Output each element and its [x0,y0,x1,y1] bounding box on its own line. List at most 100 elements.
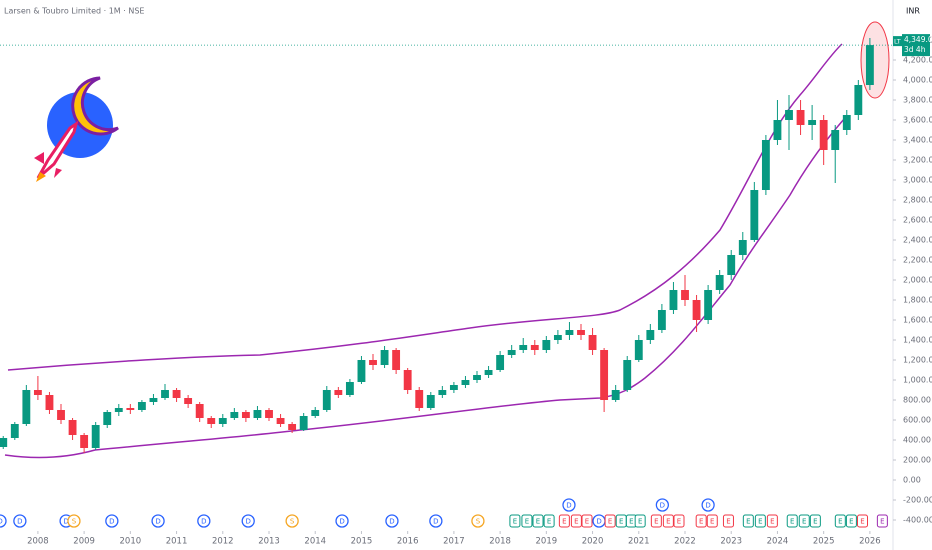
candle-body [126,408,135,410]
candle-body [114,408,123,412]
candle-body [265,410,273,418]
y-tick-label: 2,800.00 [903,196,932,205]
candle-body [103,412,112,425]
earnings-marker [650,514,662,528]
candle-body [461,380,470,385]
candle-body [57,410,65,420]
earnings-marker [798,514,810,528]
event-marker [285,514,299,528]
x-tick-label: 2014 [304,537,326,547]
event-label: E [666,518,670,526]
candle-body [230,412,239,418]
x-tick-label: 2011 [166,537,188,547]
candle-body [380,350,389,365]
earnings-marker [532,514,544,528]
event-marker [151,514,165,528]
y-tick-label: 1,400.00 [903,336,932,345]
y-tick-label: 2,200.00 [903,256,932,265]
y-tick-label: 3,600.00 [903,116,932,125]
earnings-marker [809,514,821,528]
event-label: E [619,518,623,526]
y-tick-label: 1,800.00 [903,296,932,305]
candle-body [600,350,609,400]
event-label: E [547,518,551,526]
candle-body [692,300,701,320]
candle-body [808,120,817,125]
event-marker [105,514,119,528]
candle-body [796,110,805,125]
candle-body [288,424,297,430]
event-label: E [585,518,589,526]
candle-body [276,418,285,424]
y-tick-label: 3,800.00 [903,96,932,105]
y-tick-label: 3,000.00 [903,176,932,185]
y-tick-label: 0.00 [903,476,921,485]
x-tick-label: 2009 [73,537,95,547]
event-label: S [476,518,481,526]
event-label: E [638,518,642,526]
x-tick-label: 2010 [120,537,142,547]
y-tick-label: 1,000.00 [903,376,932,385]
candle-body [738,240,747,255]
event-label: E [813,518,817,526]
event-label: D [109,518,114,526]
candle-body [241,412,250,418]
candle-body [357,360,366,382]
event-label: E [574,518,578,526]
candle-body [623,360,632,390]
earnings-marker [604,514,616,528]
y-tick-label: 4,000.00 [903,76,932,85]
candle-body [449,385,458,390]
candle-body [149,398,158,402]
countdown-label: 3d 4h [904,45,926,54]
candle-body [91,425,100,448]
event-marker [385,514,399,528]
event-label: D [155,518,160,526]
candle-body [704,290,713,320]
x-tick-label: 2008 [27,537,49,547]
earnings-marker [509,514,521,528]
event-marker [335,514,349,528]
candle-body [392,350,401,370]
event-label: E [608,518,612,526]
y-tick-label: -400.00 [903,516,932,525]
earnings-marker [581,514,593,528]
candle-body [519,345,528,350]
x-tick-label: 2021 [628,537,650,547]
event-label: E [513,518,517,526]
event-label: D [660,502,665,510]
event-label: E [525,518,529,526]
event-label: D [201,518,206,526]
candle-body [172,390,181,398]
y-tick-label: 3,200.00 [903,156,932,165]
event-label: D [0,518,3,526]
candle-body [669,290,678,310]
event-marker [701,498,715,512]
event-marker [67,514,81,528]
event-label: E [849,518,853,526]
event-label: E [726,518,730,526]
event-label: D [705,502,710,510]
candle-body [865,45,874,85]
y-tick-label: 600.00 [903,416,931,425]
x-tick-label: 2025 [813,537,835,547]
earnings-marker [754,514,766,528]
event-label: D [339,518,344,526]
y-tick-label: 4,200.00 [903,56,932,65]
event-label: D [596,518,601,526]
candle-body [773,120,782,140]
candle-body [530,345,539,350]
candle-body [299,416,308,430]
y-tick-label: 400.00 [903,436,931,445]
y-tick-label: 1,600.00 [903,316,932,325]
earnings-marker [845,514,857,528]
y-tick-label: 800.00 [903,396,931,405]
candle-body [507,350,516,355]
candle-body [33,390,42,395]
candle-body [785,110,793,120]
candle-body [10,424,19,438]
candle-body [577,330,585,335]
candle-body [334,390,343,395]
candle-body [819,120,828,150]
event-marker [0,514,7,528]
